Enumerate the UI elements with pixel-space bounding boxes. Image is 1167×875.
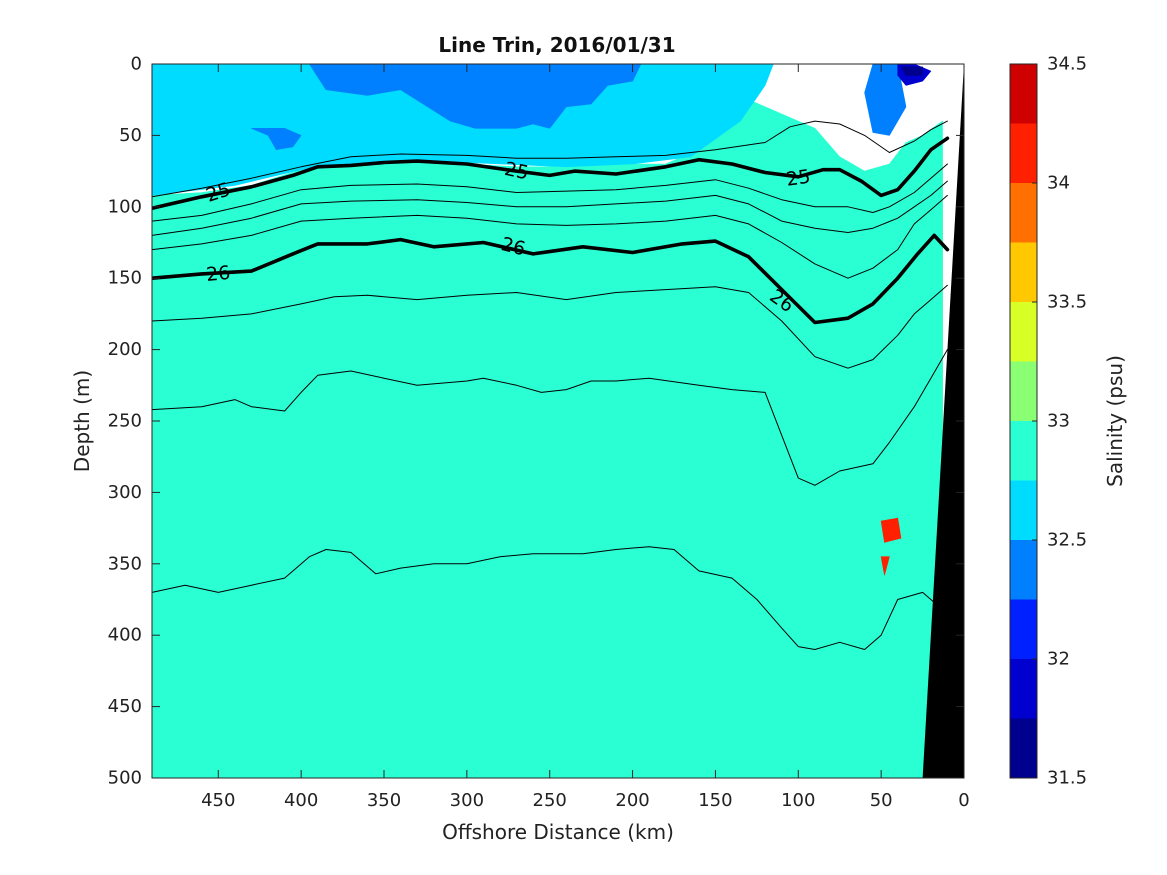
contour-sigma-26-75 [152, 546, 940, 650]
y-tick-label: 150 [108, 268, 142, 289]
contour-sigma-25-75 [152, 194, 948, 279]
colorbar-level-block [1010, 540, 1037, 600]
colorbar-tick-label: 32 [1047, 649, 1070, 670]
colorbar-ticks: 31.5 32 32.5 33 33.5 34 34.5 [1032, 54, 1087, 789]
contour-sigma-24-5 [152, 120, 948, 198]
bathymetry-polygon [922, 64, 964, 778]
contour-sigma-26-5 [152, 349, 948, 486]
y-axis-label: Depth (m) [70, 370, 94, 472]
colorbar-level-block [1010, 123, 1037, 183]
density-contours [152, 120, 950, 650]
region-s-31.50-31.75 [900, 66, 923, 76]
colorbar-tick-label: 33.5 [1047, 292, 1087, 313]
x-tick-label: 350 [367, 790, 401, 811]
colorbar-level-block [1010, 718, 1037, 778]
colorbar-level-block [1010, 64, 1037, 124]
colorbar-tick-label: 34.5 [1047, 54, 1087, 75]
y-tick-label: 350 [108, 553, 142, 574]
colorbar-level-block [1010, 302, 1037, 362]
y-tick-label: 0 [131, 54, 142, 75]
colorbar-blocks [1010, 64, 1037, 778]
colorbar-level-block [1010, 242, 1037, 302]
contour-sigma-25-5 [152, 180, 948, 236]
contour-sigma-25-25 [152, 163, 948, 222]
contour-sigma-26-25 [152, 284, 948, 369]
y-tick-label: 100 [108, 196, 142, 217]
colorbar-level-block [1010, 421, 1037, 481]
colorbar-tick-label: 32.5 [1047, 530, 1087, 551]
x-tick-label: 450 [201, 790, 235, 811]
region-s-32.25-32.50-b [251, 128, 302, 151]
x-tick-label: 50 [870, 790, 893, 811]
y-tick-label: 250 [108, 411, 142, 432]
x-tick-label: 400 [284, 790, 318, 811]
y-tick-label: 50 [119, 125, 142, 146]
colorbar-level-block [1010, 480, 1037, 540]
region-s-32.25-32.50-c [864, 64, 907, 136]
y-tick-label: 450 [108, 696, 142, 717]
contour-label-1: 25 [502, 158, 530, 185]
y-tick-label: 200 [108, 339, 142, 360]
colorbar-tick-label: 31.5 [1047, 768, 1087, 789]
region-s-32.75-33.00 [152, 84, 943, 778]
contour-label-3: 26 [205, 262, 231, 286]
y-tick-label: 400 [108, 625, 142, 646]
region-s-34.00-34.25-b [880, 517, 902, 543]
chart-title: Line Trin, 2016/01/31 [438, 33, 675, 57]
x-tick-label: 150 [698, 790, 732, 811]
filled-salinity-regions [152, 64, 943, 778]
region-s-32.25-32.50 [276, 64, 642, 129]
x-tick-label: 100 [781, 790, 815, 811]
x-tick-label: 300 [450, 790, 484, 811]
region-s-32.50-32.75 [152, 64, 774, 196]
contour-label-2: 25 [785, 166, 812, 191]
colorbar-level-block [1010, 183, 1037, 243]
x-axis-label: Offshore Distance (km) [442, 820, 674, 844]
colorbar: 31.5 32 32.5 33 33.5 34 34.5 Salinity (psu) [1009, 54, 1127, 789]
x-tick-label: 200 [615, 790, 649, 811]
contour-sigma-26 [152, 233, 950, 325]
colorbar-level-block [1010, 659, 1037, 719]
colorbar-tick-label: 33 [1047, 411, 1070, 432]
bathymetry-mask [922, 64, 964, 778]
x-axis-ticks: 450 400 350 300 250 200 150 100 50 0 [201, 64, 970, 811]
y-tick-label: 500 [108, 768, 142, 789]
contour-sigma-25 [152, 136, 950, 210]
colorbar-tick-label: 34 [1047, 173, 1070, 194]
y-axis-ticks: 0 50 100 150 200 250 300 350 400 450 500 [108, 54, 964, 789]
colorbar-level-block [1010, 361, 1037, 421]
region-s-34.00-34.25-c [880, 556, 890, 576]
y-tick-label: 300 [108, 482, 142, 503]
colorbar-label: Salinity (psu) [1103, 355, 1127, 487]
x-tick-label: 0 [958, 790, 969, 811]
x-tick-label: 250 [533, 790, 567, 811]
colorbar-level-block [1010, 599, 1037, 659]
